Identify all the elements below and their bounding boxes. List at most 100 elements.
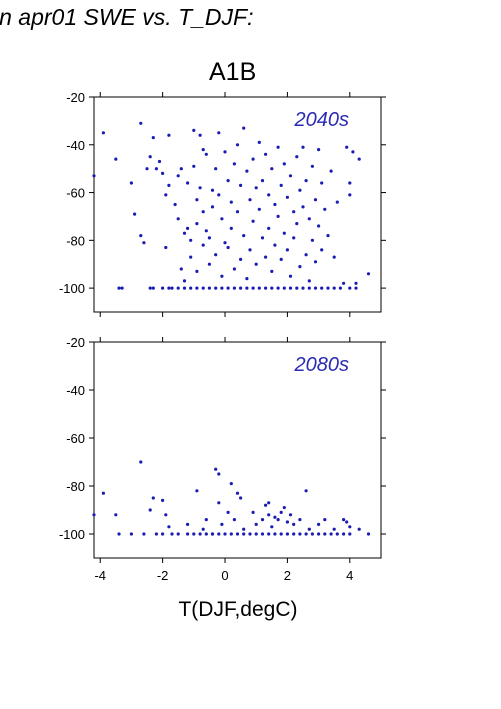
data-point [186,522,190,527]
data-point [288,274,293,278]
data-point [182,279,187,283]
data-point [251,510,255,514]
data-point [348,181,352,185]
data-point [214,167,218,171]
data-point [307,286,311,290]
data-point [217,532,221,536]
data-point [229,226,233,230]
data-point [204,229,208,233]
data-point [226,179,230,183]
data-point [288,174,293,178]
data-point [245,277,249,281]
data-point [192,164,196,168]
data-point [342,518,346,522]
data-point [292,522,296,527]
data-point [292,532,296,536]
data-point [348,525,352,529]
data-point [295,286,299,290]
data-point [179,167,183,171]
data-point [348,532,352,536]
data-point [201,148,205,152]
data-point [342,281,346,285]
data-point [264,286,268,290]
data-point [357,527,361,531]
data-point [217,193,221,197]
data-point [117,532,121,536]
data-point [248,532,252,536]
data-point [310,532,314,536]
data-point [220,286,224,290]
data-point [226,245,230,250]
data-point [195,198,199,202]
data-point [192,532,196,536]
data-point [161,532,165,536]
data-point [220,522,224,527]
data-point [217,131,221,135]
data-point [279,183,283,187]
data-point [214,467,218,471]
panel-label: 2040s [294,109,350,131]
plot-frame [93,341,382,559]
data-point [273,202,277,207]
data-point [329,532,333,536]
data-point [257,207,261,211]
data-point [164,193,168,197]
data-point [251,157,255,161]
data-point [326,286,330,290]
data-point [335,200,339,204]
data-point [270,525,274,529]
data-point [167,525,171,529]
data-point [348,286,352,290]
data-point [189,255,193,259]
y-tick-label: -20 [66,90,85,105]
data-point [232,162,236,166]
data-point [285,532,289,536]
data-point [201,243,205,247]
data-point [204,532,208,536]
data-point [139,460,143,464]
data-point [251,219,255,223]
data-point [307,217,311,221]
data-point [176,532,180,536]
data-point [161,286,165,290]
data-point [232,518,236,522]
data-point [245,286,249,290]
data-point [276,286,280,290]
data-point [186,532,190,536]
data-point [317,532,321,536]
data-point [345,520,349,524]
data-point [260,518,265,522]
data-point [348,193,352,197]
data-point [176,286,180,290]
data-point [242,126,246,130]
data-point [151,136,155,140]
data-point [129,181,133,185]
data-point [354,286,358,290]
y-tick-label: -60 [66,186,85,201]
panel-2040s: -100 -80 -60 -40 -20 2040s [59,90,386,317]
data-point [220,217,224,221]
data-point [235,532,240,536]
data-point [285,195,289,199]
data-point [148,286,152,290]
data-point [242,234,246,238]
data-point [288,286,293,290]
data-point [351,150,355,154]
data-point [201,286,205,290]
data-point [229,482,233,486]
data-point [182,286,187,290]
data-point [282,286,286,290]
data-point [114,157,118,161]
y-tick-label: -40 [66,383,85,398]
data-point [186,226,190,230]
data-point [310,164,314,168]
data-point [235,491,240,495]
data-point [239,257,243,261]
data-point [273,532,277,536]
data-point [139,234,143,238]
data-point [167,133,171,137]
y-tick-label: -100 [59,527,85,542]
data-point [226,286,230,290]
data-point [220,274,224,278]
